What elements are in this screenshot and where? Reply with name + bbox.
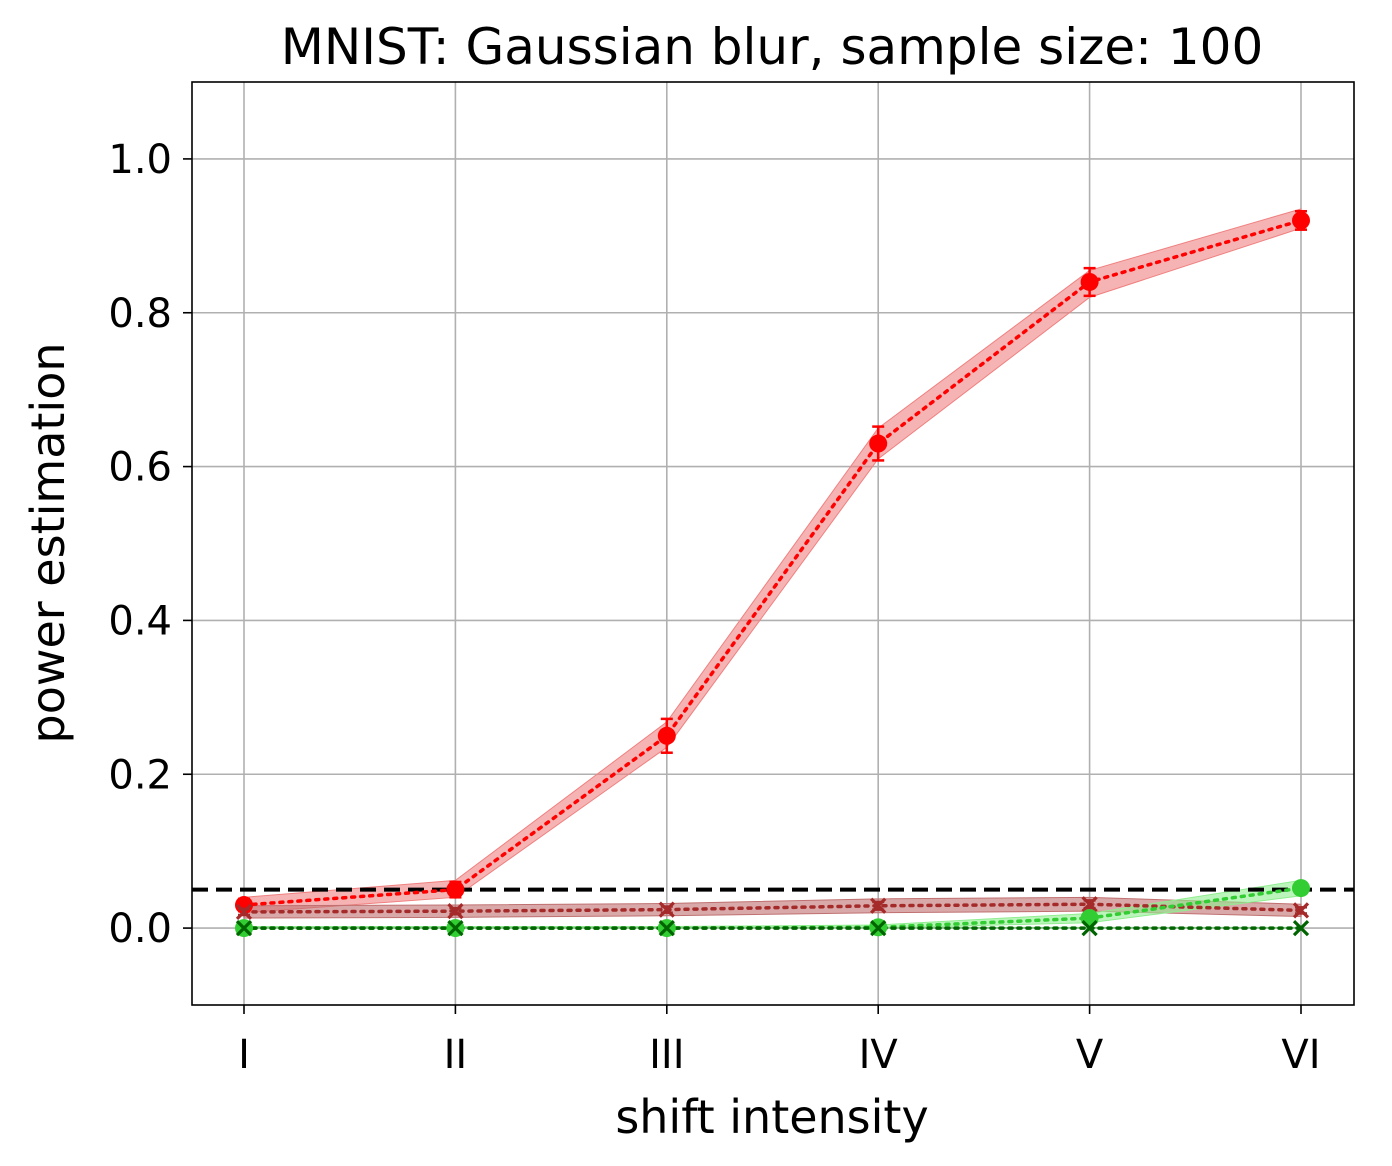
data-point	[870, 897, 887, 914]
y-tick-label: 0.6	[108, 445, 172, 491]
data-point	[235, 919, 253, 937]
data-point	[1292, 211, 1310, 230]
x-tick-label: IV	[859, 1032, 899, 1078]
x-tick-label: III	[649, 1032, 684, 1078]
data-point	[235, 903, 253, 921]
grid-lines	[192, 82, 1354, 1005]
data-point	[1292, 919, 1310, 937]
chart-title: MNIST: Gaussian blur, sample size: 100	[281, 18, 1264, 76]
data-point	[658, 901, 675, 918]
data-point	[1081, 919, 1098, 937]
y-tick-label: 0.8	[108, 291, 172, 337]
plot-frame	[191, 81, 1355, 1006]
y-tick-label: 1.0	[108, 137, 172, 183]
y-axis-label: power estimation	[21, 343, 75, 744]
x-tick-label: II	[444, 1032, 468, 1078]
data-point	[447, 903, 464, 920]
series-markers	[235, 209, 1310, 938]
data-point	[1081, 896, 1098, 913]
data-point	[1292, 879, 1310, 898]
data-point	[1080, 909, 1099, 928]
y-tick-label: 0.4	[108, 598, 172, 644]
data-point	[447, 919, 464, 937]
x-tick-label: VI	[1281, 1032, 1320, 1078]
series-2-band	[243, 896, 1302, 919]
data-point	[1080, 272, 1099, 291]
data-point	[1292, 902, 1310, 919]
x-tick-label: I	[238, 1032, 250, 1078]
x-tick-label: V	[1076, 1032, 1104, 1078]
axis-ticks: I II III IV V VI0.00.20.40.60.81.0	[108, 137, 1320, 1078]
confidence-bands	[243, 208, 1302, 929]
series-2-line	[242, 902, 1303, 914]
data-point	[446, 880, 465, 899]
data-point	[657, 726, 676, 745]
series-1-line	[242, 218, 1303, 907]
y-tick-label: 0.0	[108, 906, 172, 952]
data-point	[870, 919, 887, 937]
x-axis-label: shift intensity	[615, 1090, 928, 1144]
y-tick-label: 0.2	[108, 752, 172, 798]
data-point	[658, 919, 675, 937]
series-3-line	[242, 886, 1303, 930]
series-1-band	[243, 208, 1302, 914]
data-point	[869, 434, 888, 453]
series-lines	[242, 218, 1303, 930]
